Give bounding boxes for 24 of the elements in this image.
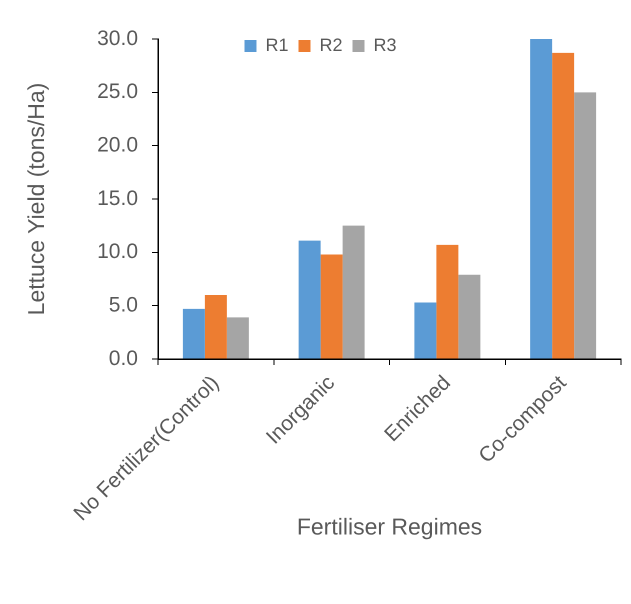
y-tick-label: 0.0 xyxy=(108,346,138,370)
bar xyxy=(226,317,249,358)
bar xyxy=(298,240,321,358)
y-tick-label: 15.0 xyxy=(97,186,138,210)
bar xyxy=(414,302,436,358)
y-tick-label: 25.0 xyxy=(97,80,138,104)
y-tick-label: 20.0 xyxy=(97,133,138,156)
bar xyxy=(530,39,552,358)
legend-label: R3 xyxy=(374,34,397,55)
bar xyxy=(182,308,205,358)
bar xyxy=(204,295,227,358)
y-axis-title: Lettuce Yield (tons/Ha) xyxy=(23,82,50,316)
y-tick-label: 5.0 xyxy=(108,293,138,316)
bar xyxy=(342,226,365,358)
bar xyxy=(436,244,458,358)
x-axis-title: Fertiliser Regimes xyxy=(296,514,482,540)
bar xyxy=(552,52,574,358)
legend-label: R2 xyxy=(319,34,343,55)
bar xyxy=(458,274,480,358)
bar xyxy=(320,254,343,358)
y-tick-label: 30.0 xyxy=(97,26,138,50)
legend-label: R1 xyxy=(265,34,288,55)
y-tick-label: 10.0 xyxy=(97,240,138,264)
bar xyxy=(574,92,596,358)
